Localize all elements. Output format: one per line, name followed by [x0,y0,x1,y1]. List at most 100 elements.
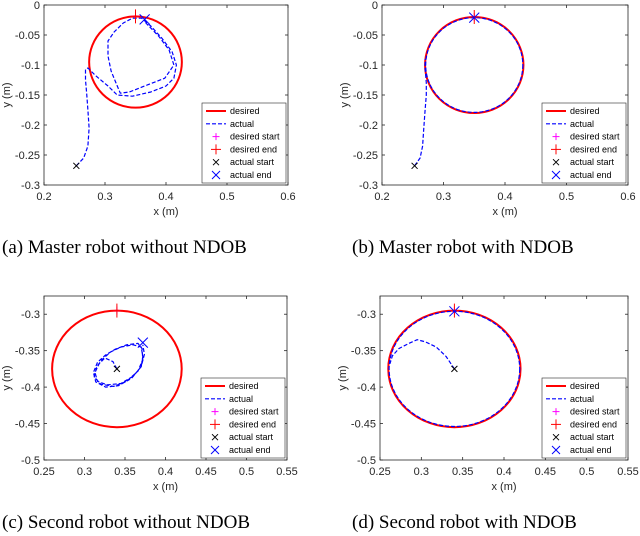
legend-swatch-cross-b [211,433,219,441]
subfigure-caption: (c) Second robot without NDOB [2,512,250,533]
x-axis-label: x (m) [491,481,516,493]
y-tick-label: -0.05 [353,30,378,42]
legend-swatch-cross-b [551,170,561,180]
y-tick-label: -0.05 [15,30,40,42]
actual-end-marker [449,305,460,317]
x-tick-label: 0.45 [195,466,216,478]
legend-label: desired end [570,419,617,429]
x-tick-label: 0.5 [219,191,234,203]
actual-start-marker-b [113,365,121,373]
y-tick-label: -0.3 [357,309,376,321]
actual-trajectory-circle [425,16,524,114]
y-tick-label: 0 [34,0,40,12]
legend-label: desired end [229,419,276,429]
actual-start-marker [411,162,418,170]
legend: desired actual desired start desired end act… [201,102,287,184]
legend-label: actual [570,394,594,404]
y-tick-label: -0.45 [351,419,376,431]
x-tick-label: 0.4 [158,466,173,478]
x-tick-label: 0.5 [579,466,594,478]
x-axis-label: x (m) [153,206,178,218]
x-tick-label: 0.25 [369,466,390,478]
desired-end-marker [109,303,124,318]
legend-box [541,377,627,459]
desired-end-marker [447,303,462,318]
legend: desired actual desired start desired end act… [541,102,627,184]
actual-start-marker [113,365,121,373]
legend-label: desired [230,106,260,116]
legend-swatch-cross-b [551,445,561,455]
chart-panel-2: 0.2 0.3 0.4 0.5 0.6 0 -0.05 -0.1 -0.15 -0.2 -0.25 -… [339,0,636,258]
y-tick-label: -0.35 [351,346,376,358]
legend-swatch-cross-b [210,445,220,455]
legend-label: actual start [230,157,275,167]
x-tick-label: 0.25 [33,466,54,478]
legend-label: actual start [229,432,274,442]
x-tick-label: 0.35 [114,466,135,478]
legend-label: actual start [570,432,615,442]
chart-panel-3: 0.25 0.3 0.35 0.4 0.45 0.5 0.55 -0.3 -0.35 -0.4 -0… [1,295,298,533]
y-tick-label: -0.1 [359,60,378,72]
actual-trajectory-line [92,342,145,388]
x-tick-label: 0.35 [452,466,473,478]
x-tick-label: 0.5 [239,466,254,478]
x-axis-label: x (m) [492,206,517,218]
legend-label: actual [230,119,254,129]
legend: desired actual desired start desired end act… [541,377,627,459]
actual-end-marker-b [449,305,460,317]
legend-label: actual end [570,170,612,180]
x-tick-label: 0.45 [535,466,556,478]
y-tick-label: -0.15 [15,90,40,102]
actual-end-marker-b [137,337,149,349]
desired-end-marker [128,9,143,24]
x-tick-label: 0.6 [280,191,295,203]
subfigure-caption: (b) Master robot with NDOB [352,237,574,258]
legend-box [541,102,627,184]
legend-box [200,377,286,459]
actual-end-marker-b [139,14,151,25]
plot-data-area [75,15,183,167]
y-axis-label: y (m) [1,82,13,107]
y-tick-label: -0.2 [21,120,40,132]
subfigure-caption: (a) Master robot without NDOB [2,237,247,258]
y-tick-label: -0.3 [21,309,40,321]
chart-panel-1: 0.2 0.3 0.4 0.5 0.6 0 -0.05 -0.1 -0.15 -0.2 -0.25 -… [1,0,296,258]
y-axis-label: y (m) [1,365,13,390]
y-tick-label: -0.15 [353,90,378,102]
x-axis-label: x (m) [153,481,178,493]
legend-label: desired start [570,407,620,417]
y-tick-label: -0.2 [359,120,378,132]
x-tick-label: 0.3 [97,191,112,203]
legend-label: desired [570,381,600,391]
legend-label: actual end [229,445,271,455]
desired-trajectory-line [88,15,183,109]
y-axis-label: y (m) [337,365,349,390]
x-tick-label: 0.3 [436,191,451,203]
actual-trajectory-line [389,339,455,370]
legend-box [201,102,287,184]
y-tick-label: -0.1 [21,60,40,72]
x-tick-label: 0.3 [77,466,92,478]
x-tick-label: 0.55 [617,466,638,478]
legend-label: desired end [230,144,277,154]
actual-end-marker [468,12,480,23]
legend-swatch-cross-b [552,433,560,441]
y-tick-label: -0.35 [15,346,40,358]
legend-label: desired [570,106,600,116]
legend-label: actual end [570,445,612,455]
actual-end-marker [137,337,149,349]
x-tick-label: 0.6 [620,191,635,203]
x-tick-label: 0.4 [158,191,173,203]
actual-start-marker [451,365,458,373]
y-tick-label: -0.5 [21,455,40,467]
y-tick-label: 0 [372,0,378,12]
actual-trajectory-line [75,17,177,167]
legend-label: desired start [230,132,280,142]
actual-start-marker-b [72,162,80,170]
legend-label: desired start [570,132,620,142]
x-tick-label: 0.2 [36,191,51,203]
legend: desired actual desired start desired end act… [200,377,286,459]
x-tick-label: 0.4 [497,191,512,203]
legend-swatch-cross-b [211,170,221,180]
